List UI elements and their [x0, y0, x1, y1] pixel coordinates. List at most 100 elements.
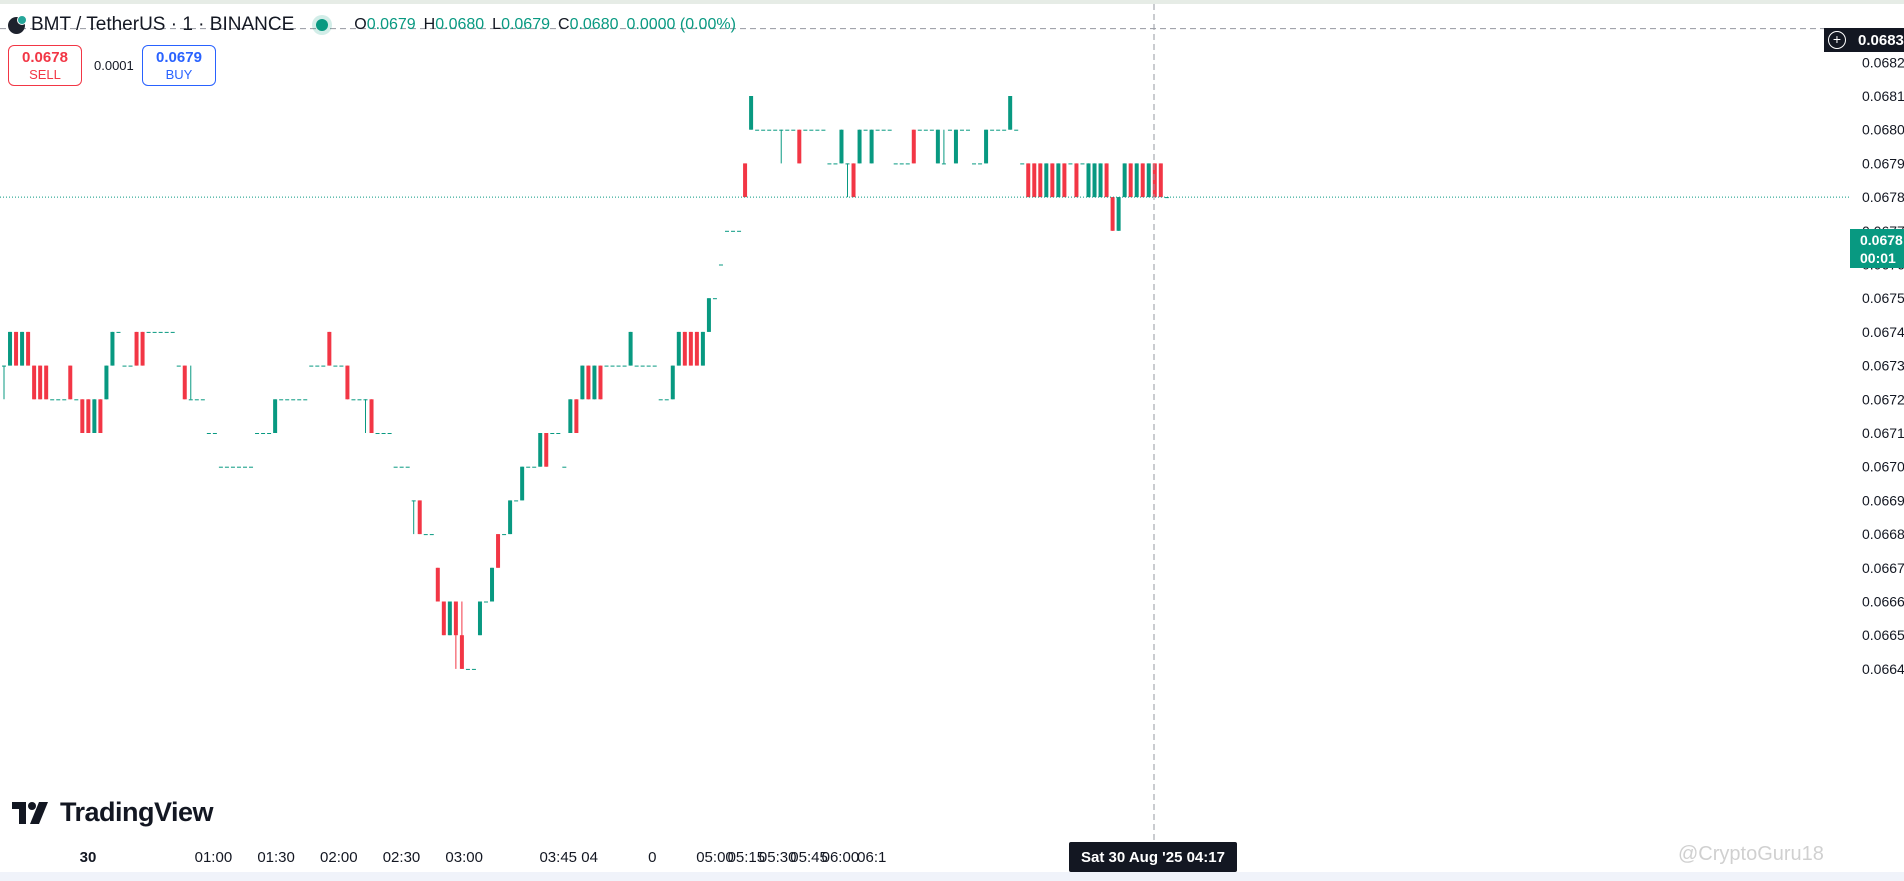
- candle-body: [887, 129, 892, 131]
- candle-body: [737, 230, 742, 232]
- candle-body: [496, 534, 501, 568]
- candle-body: [273, 399, 278, 433]
- symbol-title[interactable]: BMT / TetherUS · 1 · BINANCE: [31, 14, 295, 35]
- price-tick-label: 0.0674: [1862, 324, 1904, 340]
- candle-body: [68, 365, 73, 400]
- candle: [1074, 163, 1079, 198]
- candle: [465, 668, 470, 670]
- candle: [255, 433, 260, 434]
- candle-body: [92, 399, 97, 433]
- candle-body: [526, 466, 531, 468]
- candle: [453, 601, 458, 669]
- candle: [532, 466, 537, 468]
- candle: [297, 399, 302, 401]
- candle-body: [44, 365, 49, 400]
- candle: [1140, 163, 1145, 198]
- sell-button[interactable]: 0.0678 SELL: [8, 45, 82, 86]
- candle-body: [1158, 163, 1163, 198]
- candle: [586, 365, 591, 400]
- candle: [953, 129, 958, 164]
- price-tick-label: 0.0669: [1862, 492, 1904, 508]
- candle-body: [74, 399, 79, 401]
- add-alert-plus-icon[interactable]: +: [1828, 31, 1846, 49]
- watermark-text: @CryptoGuru18: [1678, 843, 1824, 865]
- candle: [984, 129, 989, 164]
- candle: [773, 129, 778, 131]
- candle-body: [98, 399, 103, 433]
- candle: [911, 129, 916, 164]
- candle-body: [249, 466, 254, 468]
- candle: [670, 365, 675, 400]
- candle-body: [477, 601, 482, 636]
- sell-label: SELL: [29, 67, 61, 82]
- candle-body: [236, 466, 241, 468]
- candle: [923, 129, 928, 131]
- candle-body: [646, 365, 651, 367]
- candle-body: [773, 129, 778, 131]
- price-tick-label: 0.0682: [1862, 54, 1904, 70]
- buy-button[interactable]: 0.0679 BUY: [142, 45, 216, 86]
- candle: [941, 129, 946, 165]
- candle-body: [953, 129, 958, 164]
- time-tick-label: 03:45: [539, 849, 577, 866]
- candle-body: [514, 500, 519, 502]
- candle: [1080, 163, 1085, 165]
- time-tick-label: 04: [581, 849, 598, 866]
- bottom-toolbar: [0, 872, 1904, 881]
- candle: [429, 534, 434, 536]
- candle-body: [634, 365, 639, 367]
- candle: [381, 433, 386, 434]
- candle: [38, 365, 43, 400]
- candle: [170, 331, 175, 333]
- candle: [1110, 197, 1115, 231]
- price-tick-label: 0.0680: [1862, 122, 1904, 138]
- ohlc-low: L0.0679: [492, 16, 550, 33]
- candle: [393, 466, 398, 468]
- candle: [1098, 163, 1103, 198]
- candle: [357, 399, 362, 401]
- candle: [321, 365, 326, 367]
- candle: [224, 466, 229, 468]
- candle: [309, 365, 314, 367]
- candle-body: [333, 365, 338, 367]
- candle-body: [797, 129, 802, 164]
- candle-body: [32, 365, 37, 400]
- candle: [803, 129, 808, 131]
- candle-body: [502, 534, 507, 536]
- candle-body: [224, 466, 229, 468]
- candle-body: [821, 129, 826, 131]
- candle: [164, 331, 169, 333]
- candle: [182, 365, 187, 400]
- candle: [2, 365, 6, 400]
- candle-body: [200, 399, 205, 401]
- candle-body: [321, 365, 326, 367]
- candle-body: [935, 129, 940, 164]
- tradingview-logo[interactable]: TradingView: [12, 797, 214, 828]
- candle: [947, 129, 952, 131]
- candles: [2, 96, 1169, 670]
- candle-body: [122, 365, 127, 367]
- candle-body: [1104, 163, 1109, 198]
- candle: [110, 331, 115, 366]
- candle-body: [212, 433, 217, 434]
- spread-value: 0.0001: [94, 58, 134, 73]
- candle: [92, 399, 97, 433]
- candle-body: [628, 331, 633, 366]
- candle: [1122, 163, 1127, 198]
- candle-body: [520, 466, 525, 501]
- candle: [676, 331, 681, 366]
- candle-body: [1062, 163, 1067, 198]
- bmt-coin-icon[interactable]: [8, 14, 27, 34]
- candle: [496, 534, 501, 568]
- candle-body: [941, 163, 946, 165]
- price-tick-label: 0.0668: [1862, 526, 1904, 542]
- candle: [978, 163, 983, 165]
- candle-body: [532, 466, 537, 468]
- candle-body: [465, 668, 470, 670]
- candle: [1050, 163, 1055, 198]
- time-tick-label: 30: [80, 849, 97, 866]
- candle: [833, 163, 838, 165]
- last-price-label: 0.0678 00:01: [1850, 229, 1904, 268]
- candle-body: [972, 163, 977, 165]
